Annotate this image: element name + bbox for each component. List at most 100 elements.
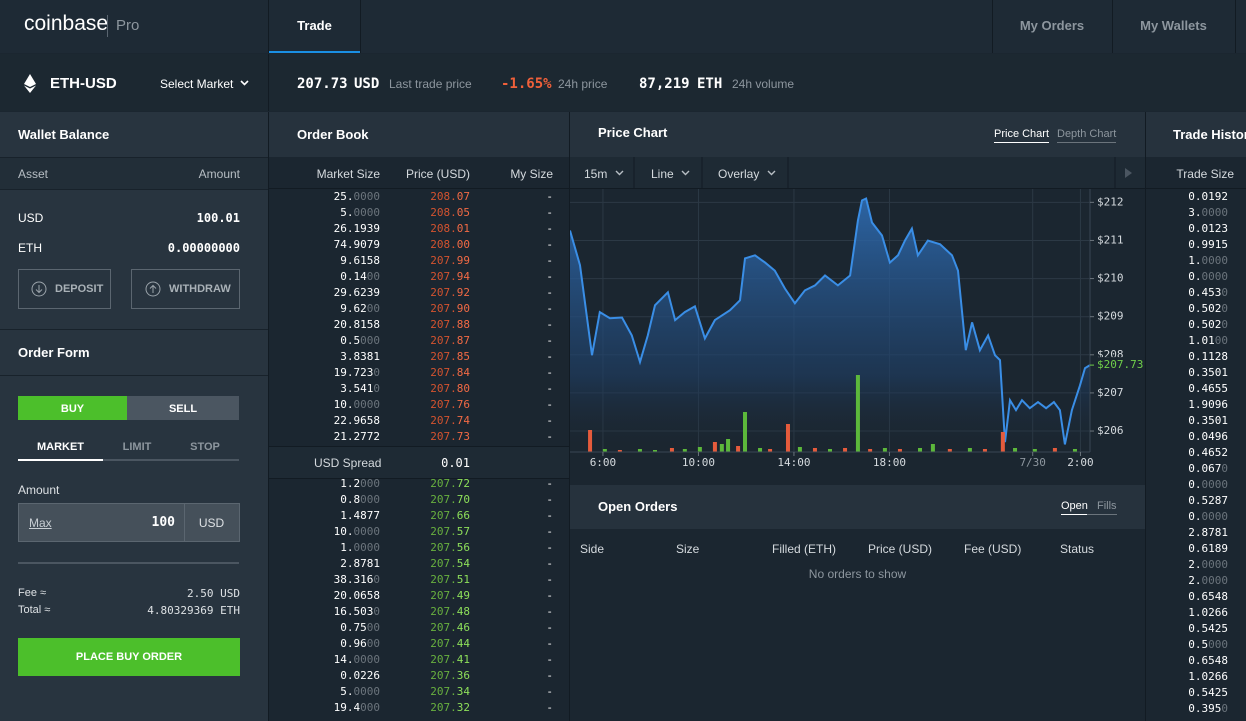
text-part: 48 [456,605,470,618]
text-part: 0000 [1201,478,1229,491]
my-size: - [546,573,553,586]
place-order-button[interactable] [18,638,240,676]
text-part: 0.5 [1188,638,1209,651]
withdraw-button[interactable] [131,269,240,309]
market-size: 22.9658 [280,413,380,429]
price: 207.85 [380,349,470,365]
text-part: 0.4652 [1188,446,1228,459]
y-tick-label: $209 [1097,310,1124,323]
text-part: 29.6239 [333,286,380,299]
deposit-label[interactable]: DEPOSIT [55,283,104,295]
text-part: 0 [1221,462,1228,475]
volume-bar [947,449,952,452]
text-part: 0.9915 [1188,238,1228,251]
text-part: 99 [456,254,470,267]
text-part: 207. [430,398,457,411]
text-part: 207. [430,669,457,682]
chart-tab[interactable]: Price Chart [994,128,1050,143]
text-part: 0.5287 [1188,494,1228,507]
orders-tab[interactable]: Open [1061,500,1088,515]
text-part: 85 [456,350,470,363]
max-link[interactable]: Max [29,516,52,530]
column-header: Status [1060,542,1095,556]
trade-size: 1.0100 [1140,333,1228,349]
trade-size: 1.9096 [1140,397,1228,413]
last-price: 207.73 [297,76,348,92]
nav-tab[interactable]: My Wallets [1140,18,1207,33]
volume-bar [617,450,622,452]
eth-glyph [24,74,36,93]
text-part: 0. [1188,510,1202,523]
order-type-tab[interactable]: MARKET [36,441,85,453]
nav-tab[interactable]: Trade [297,18,332,33]
text-part: 207. [430,254,457,267]
my-size: - [546,557,553,570]
top-bar [0,0,1246,53]
buy-tab[interactable] [18,396,127,420]
column-header: Amount [198,167,240,181]
control-dividers [633,157,1116,188]
market-size: 9.6158 [280,253,380,269]
column-header: Size [676,542,700,556]
market-size: 19.4000 [280,700,380,716]
asset: ETH [18,241,42,255]
withdraw-label[interactable]: WITHDRAW [169,283,231,295]
orders-tab[interactable]: Fills [1087,500,1117,515]
volume-bar [743,412,748,452]
price-marker-label: $207.73 [1097,358,1143,371]
trade-history-title: Trade History [1173,127,1246,142]
trade-size: 0.4530 [1140,285,1228,301]
overlay-select[interactable]: Overlay [718,167,760,181]
market-size: 5.0000 [280,684,380,700]
text-part: 0 [373,366,380,379]
text-part: 0000 [353,190,381,203]
x-tick-label: 6:00 [590,456,617,469]
volume-bar [897,449,902,452]
market-size: 9.6200 [280,301,380,317]
order-type-tab[interactable]: LIMIT [122,441,152,453]
text-part: 90 [456,302,470,315]
market-size: 25.0000 [280,189,380,205]
text-part: 208. [430,190,457,203]
column-header: My Size [510,167,553,181]
x-tick-label: 7/30 [1019,456,1046,469]
amount-value[interactable]: 100 [151,515,175,530]
carets [615,170,776,176]
style-select[interactable]: Line [651,167,674,181]
select-market[interactable]: Select Market [160,77,234,91]
text-part: 0 [1221,286,1228,299]
deposit-button[interactable] [18,269,111,309]
pair: ETH-USD [50,75,117,92]
separator [18,562,239,564]
amount-unit: USD [198,516,225,530]
trade-size: 0.3501 [1140,413,1228,429]
interval-select[interactable]: 15m [584,167,608,181]
my-size: - [546,541,553,554]
text-part: 0. [1188,478,1202,491]
volume: 87,219 [639,76,690,92]
separator [0,375,268,376]
amount-input[interactable] [18,503,240,542]
text-part: 0.502 [1188,318,1222,331]
market-size: 3.5410 [280,381,380,397]
my-size: - [546,366,553,379]
product-name: Pro [116,17,140,34]
text-part: 208. [430,222,457,235]
text-part: 0000 [1201,558,1229,571]
column-header: Filled (ETH) [772,542,837,556]
order-type-tab[interactable]: STOP [190,441,220,453]
price: 207.74 [380,413,470,429]
text-part: 70 [456,493,470,506]
volume-bar [918,448,923,452]
text-part: 207. [430,541,457,554]
sell-label[interactable]: SELL [168,403,198,415]
sell-tab[interactable] [127,396,239,420]
trade-size: 0.0000 [1140,509,1228,525]
nav-tab[interactable]: My Orders [1019,18,1085,33]
buy-label[interactable]: BUY [60,403,85,415]
text-part: 207. [430,430,457,443]
place-order-label[interactable]: PLACE BUY ORDER [75,651,183,663]
text-part: 0000 [353,685,381,698]
chart-tab[interactable]: Depth Chart [1057,128,1117,143]
text-part: 0.6548 [1188,654,1228,667]
